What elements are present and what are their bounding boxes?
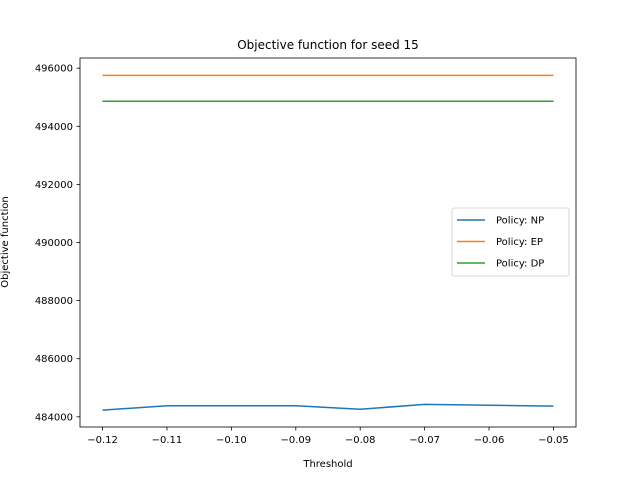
legend: Policy: NP Policy: EP Policy: DP xyxy=(451,207,570,277)
legend-entry-label: Policy: EP xyxy=(496,237,543,248)
x-axis: −0.12 −0.11 −0.10 −0.09 −0.08 −0.07 −0.06 −0.05 xyxy=(87,427,569,446)
y-tick-label: 496000 xyxy=(35,64,73,75)
x-tick-label: −0.11 xyxy=(152,435,183,446)
y-tick-label: 488000 xyxy=(35,296,73,307)
y-tick-label: 490000 xyxy=(35,238,73,249)
y-tick-label: 494000 xyxy=(35,122,73,133)
y-axis-label: Objective function xyxy=(0,196,11,287)
x-tick-label: −0.12 xyxy=(87,435,118,446)
x-tick-label: −0.06 xyxy=(474,435,505,446)
x-axis-label: Threshold xyxy=(302,459,352,470)
legend-entry-label: Policy: DP xyxy=(496,259,544,270)
chart-title: Objective function for seed 15 xyxy=(237,38,419,52)
x-tick-label: −0.07 xyxy=(409,435,440,446)
y-tick-label: 486000 xyxy=(35,354,73,365)
x-tick-label: −0.05 xyxy=(538,435,569,446)
y-axis: 484000 486000 488000 490000 492000 494000 4960… xyxy=(35,64,80,423)
y-tick-label: 484000 xyxy=(35,412,73,423)
series-line-policy-np xyxy=(102,403,554,411)
x-tick-label: −0.09 xyxy=(280,435,311,446)
legend-entry-label: Policy: NP xyxy=(496,216,544,227)
y-tick-label: 492000 xyxy=(35,180,73,191)
x-tick-label: −0.08 xyxy=(345,435,376,446)
legend-box xyxy=(451,207,570,277)
x-tick-label: −0.10 xyxy=(216,435,247,446)
